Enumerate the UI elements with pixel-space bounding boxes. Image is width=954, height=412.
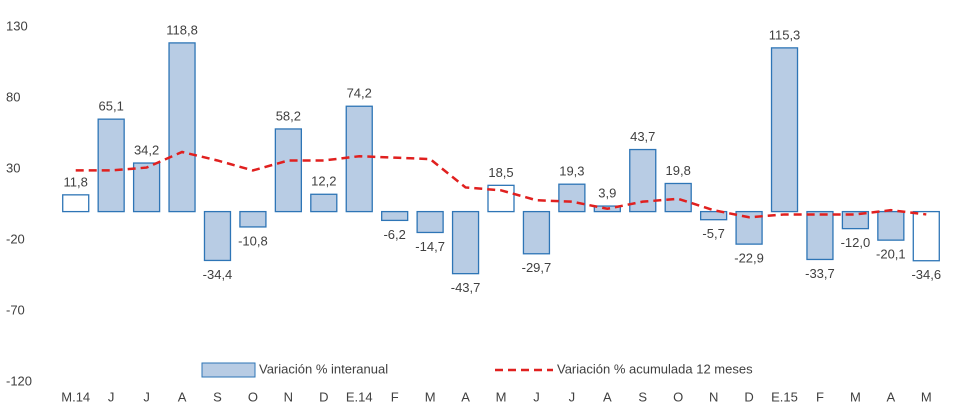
bar [416,210,444,234]
x-tick-label: A [461,389,470,404]
y-tick-label: 30 [6,160,20,175]
legend-swatch [201,362,256,378]
x-tick-label: M [425,389,436,404]
legend-label: Variación % acumulada 12 meses [557,361,753,376]
bar [62,194,90,213]
bar [877,210,905,241]
bar [806,210,834,261]
x-tick-label: J [533,389,540,404]
data-label: -10,8 [238,233,268,248]
x-tick-label: J [143,389,150,404]
bar [168,42,196,213]
bar [912,210,940,262]
data-label: 19,3 [559,164,584,179]
data-label: -22,9 [734,251,764,266]
data-label: -20,1 [876,247,906,262]
bar [274,128,303,213]
data-label: -29,7 [522,260,552,275]
data-label: -43,7 [451,280,481,295]
data-label: 65,1 [99,99,124,114]
data-label: -14,7 [415,239,445,254]
data-label: 19,8 [666,163,691,178]
data-label: -34,6 [911,267,941,282]
x-tick-label: M [921,389,932,404]
data-label: 34,2 [134,142,159,157]
y-tick-label: 80 [6,89,20,104]
x-tick-label: F [391,389,399,404]
x-tick-label: A [887,389,896,404]
y-tick-label: -70 [6,302,25,317]
bar [664,182,692,213]
y-tick-label: -20 [6,231,25,246]
bar [97,118,125,213]
x-tick-label: O [248,389,258,404]
bar [381,210,409,222]
x-tick-label: N [284,389,293,404]
data-label: 3,9 [598,185,616,200]
data-label: -33,7 [805,266,835,281]
legend-label: Variación % interanual [259,361,388,376]
bar [699,210,728,221]
data-label: 58,2 [276,108,301,123]
x-tick-label: A [603,389,612,404]
data-label: -34,4 [203,267,233,282]
bar [345,105,373,213]
data-label: 118,8 [166,22,198,37]
x-tick-label: N [709,389,718,404]
y-tick-label: -120 [6,373,32,388]
bar [770,47,799,213]
x-tick-label: S [638,389,647,404]
data-label: 115,3 [769,27,801,42]
bar [132,162,161,213]
data-label: 11,8 [64,174,88,189]
x-tick-label: D [319,389,328,404]
data-label: 12,2 [311,174,336,189]
y-tick-label: 130 [6,18,28,33]
bar [310,193,338,213]
bar [841,210,870,230]
x-tick-label: D [744,389,753,404]
data-label: 74,2 [347,86,372,101]
bar [203,210,232,262]
data-label: 43,7 [630,129,655,144]
x-tick-label: M [850,389,861,404]
data-label: -12,0 [841,235,871,250]
data-label: -6,2 [383,227,405,242]
x-tick-label: M.14 [61,389,90,404]
data-label: 18,5 [488,165,513,180]
x-tick-label: M [496,389,507,404]
data-label: -5,7 [702,226,724,241]
x-tick-label: J [569,389,576,404]
x-tick-label: S [213,389,222,404]
bar [451,210,480,275]
x-tick-label: A [178,389,187,404]
x-tick-label: F [816,389,824,404]
bar [522,210,551,255]
x-tick-label: E.15 [771,389,798,404]
x-tick-label: E.14 [346,389,373,404]
bar [558,183,586,213]
x-tick-label: J [108,389,115,404]
x-tick-label: O [673,389,683,404]
line [75,150,927,219]
bar [239,210,267,228]
